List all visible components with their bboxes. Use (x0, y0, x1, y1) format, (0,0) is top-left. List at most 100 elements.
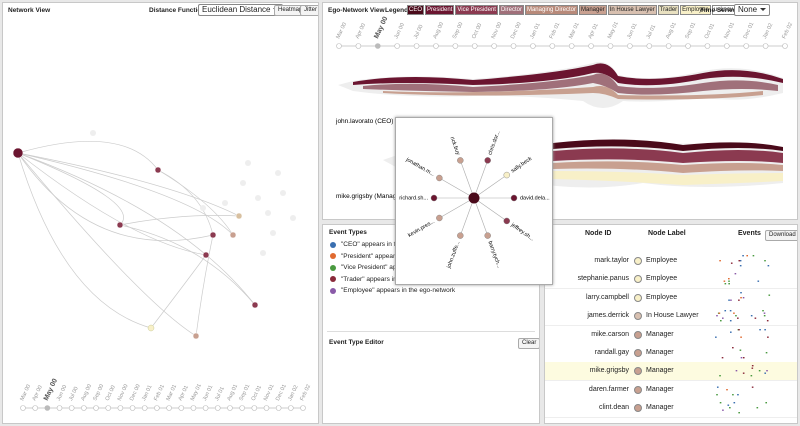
timeline-label: Jan 02 (762, 22, 774, 40)
timeline-label: Jul 01 (646, 24, 658, 40)
popup-graph: rick.buy chris.dor... sally.beck jonathan.m… (399, 130, 550, 270)
event-type[interactable]: "Employee" appears in the ego-network (330, 285, 468, 297)
popup-edge (473, 174, 507, 199)
time-series-select[interactable]: None (734, 4, 771, 16)
table-row[interactable]: clint.dean Manager (545, 399, 797, 419)
event-tick (732, 393, 734, 396)
event-type[interactable]: "CEO" appears in the ego-network (330, 239, 468, 251)
event-tick (751, 365, 754, 367)
event-tick (726, 388, 728, 391)
column-header: Node Label (648, 230, 686, 237)
event-tick (738, 412, 740, 414)
table-row[interactable]: stephanie.panus Employee (545, 270, 797, 290)
event-tick (739, 265, 742, 267)
legend-item[interactable]: Director (498, 5, 524, 15)
legend-item[interactable]: Vice President (455, 5, 498, 15)
timeline-label: Feb 02 (299, 384, 312, 402)
table-row[interactable]: mark.taylor Employee (545, 252, 797, 271)
event-tick (767, 336, 769, 338)
table-row[interactable]: randall.gay Manager (545, 344, 797, 363)
legend-item[interactable]: Employee (680, 5, 711, 15)
event-type[interactable]: "Trader" appears in the ego-network (330, 274, 468, 286)
event-tick (730, 331, 732, 333)
legend-item[interactable]: Managing Director (524, 5, 578, 15)
popup-node (484, 232, 491, 239)
timeline-dot (166, 405, 172, 411)
event-tick (732, 347, 734, 349)
timeline-dot (743, 43, 750, 49)
node-color (634, 349, 642, 357)
timeline-label: May 01 (190, 383, 203, 402)
event-tick (740, 291, 742, 294)
event-tick (738, 260, 741, 262)
event-tick (742, 255, 744, 257)
stream (383, 86, 763, 100)
popup-node (436, 174, 443, 182)
event-tick (751, 367, 754, 370)
event-glyph (716, 310, 769, 322)
timeline-dot (214, 405, 221, 411)
node-id: mike.grigsby (589, 367, 629, 375)
timeline-dot (190, 405, 197, 411)
timeline-label: Sep 00 (92, 384, 105, 402)
event-tick (752, 255, 755, 257)
timeline-dot (105, 405, 112, 411)
table-row[interactable]: james.derrick In House Lawyer (545, 307, 797, 327)
node-color (634, 312, 642, 321)
event-tick (719, 402, 722, 404)
event-tick (764, 328, 766, 330)
table-row[interactable]: mike.grigsby Manager (545, 362, 797, 382)
event-tick (730, 262, 733, 264)
timeline-dot (275, 405, 282, 411)
event-tick (735, 315, 737, 317)
table-row[interactable]: daren.farmer Manager (545, 380, 797, 400)
timeline-dot (93, 405, 99, 411)
stream (553, 139, 783, 151)
legend-item[interactable]: CEO (407, 5, 425, 15)
event-tick (739, 349, 742, 351)
legend-item[interactable]: In House Lawyer (607, 5, 657, 15)
timeline-label: Feb 01 (549, 22, 562, 40)
timeline-label: Jul 01 (214, 386, 226, 402)
timeline-label: Jan 01 (141, 384, 153, 402)
legend-item[interactable]: Manager (579, 5, 607, 15)
table-row[interactable]: larry.campbell Employee (545, 288, 797, 308)
popup-label: richard.sh... (399, 195, 428, 201)
event-tick (716, 315, 718, 317)
stream (553, 171, 783, 185)
jitter-button[interactable]: Jitter (300, 5, 318, 16)
popup-node (457, 157, 464, 164)
timeline-dot (141, 405, 148, 411)
timeline-dot (355, 43, 362, 49)
legend-item[interactable]: Trader (657, 5, 680, 15)
download-button[interactable]: Download (765, 230, 797, 241)
event-tick (738, 328, 740, 330)
legend-item[interactable]: President (425, 5, 455, 15)
popup-label: jonathan.m... (404, 156, 436, 178)
event-tick (721, 357, 724, 359)
column-header: Node ID (585, 230, 612, 237)
popup-node (484, 157, 491, 164)
table-row[interactable]: mike.carson Manager (545, 325, 797, 345)
timeline-dot (724, 43, 730, 49)
event-tick (767, 265, 770, 267)
timeline-label: Sep 01 (684, 22, 697, 40)
timeline-dot (394, 43, 400, 49)
timeline-label: Nov 00 (117, 384, 130, 402)
timeline-label: Apr 00 (355, 23, 367, 40)
legend-label: Legend: (385, 7, 411, 14)
event-tick (719, 375, 721, 377)
timeline-dot (530, 43, 536, 49)
event-tick (723, 280, 726, 283)
timeline-dot (374, 43, 381, 49)
popup-label: kevin.pres... (407, 219, 436, 239)
event-tick (728, 299, 730, 301)
timeline-dot (178, 405, 185, 411)
event-glyph (715, 328, 769, 338)
event-tick (722, 409, 724, 412)
edges (17, 140, 256, 337)
timeline-dot (32, 405, 38, 411)
clear-button[interactable]: Clear (518, 338, 539, 349)
panel-title: Network View (8, 7, 51, 14)
timeline-dot (549, 43, 556, 49)
